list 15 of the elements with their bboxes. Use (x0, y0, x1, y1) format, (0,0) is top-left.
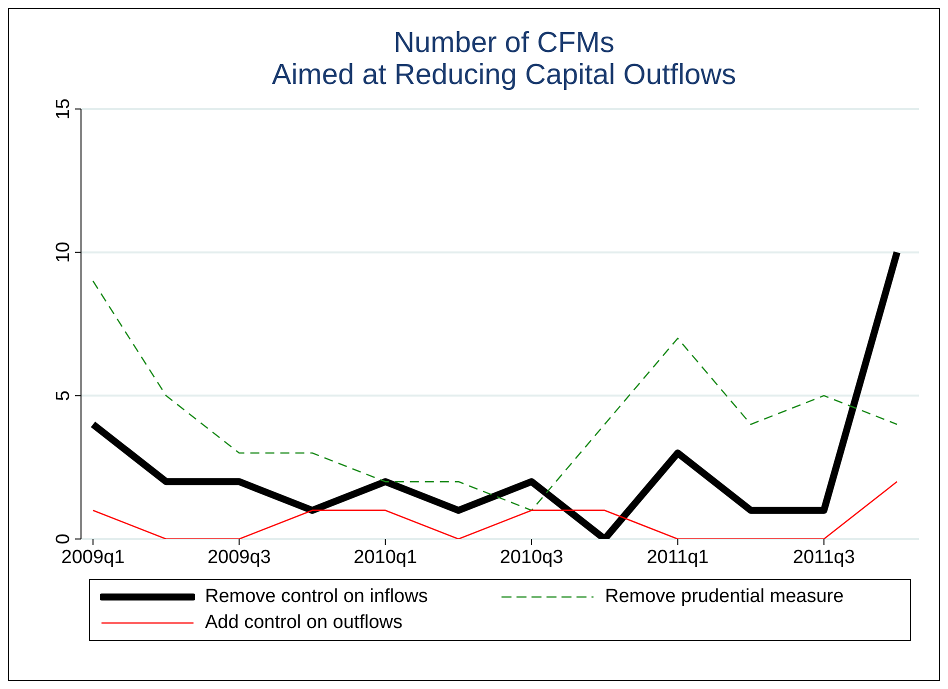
y-tick-label: 5 (53, 390, 74, 401)
legend-label: Remove prudential measure (605, 586, 844, 608)
y-tick-label: 15 (53, 98, 74, 120)
x-tick-label: 2009q1 (61, 547, 125, 568)
line-series (92, 280, 898, 511)
x-tick-label: 2010q3 (500, 547, 564, 568)
y-tick-label: 0 (53, 534, 74, 544)
chart-title: Number of CFMs Aimed at Reducing Capital Outflows (270, 27, 738, 91)
y-tick-label: 10 (53, 242, 74, 263)
x-tick-label: 2010q1 (354, 547, 418, 568)
x-tick-label: 2011q1 (646, 547, 709, 568)
legend-label: Add control on outflows (205, 612, 403, 634)
x-tick-label: 2011q3 (792, 547, 855, 568)
legend-label: Remove control on inflows (205, 586, 428, 608)
x-tick-label: 2009q3 (207, 547, 271, 568)
